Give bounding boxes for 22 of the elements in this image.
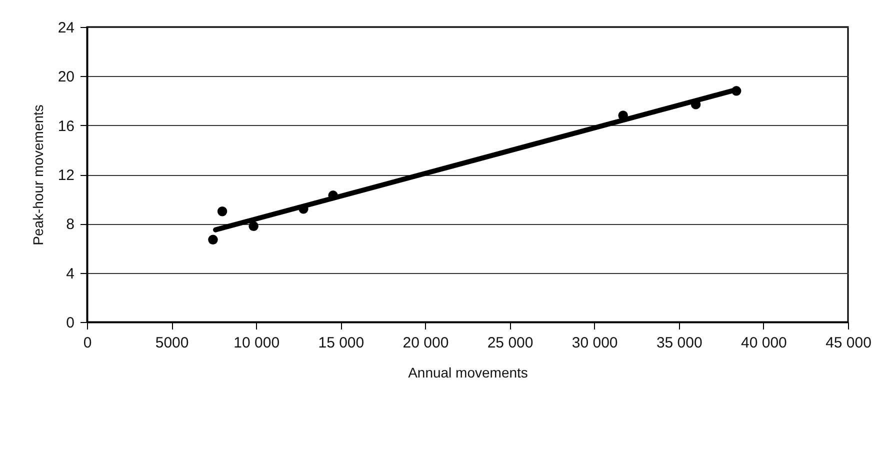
y-tick-label: 0 bbox=[66, 314, 74, 332]
x-tick-label: 30 000 bbox=[572, 334, 618, 352]
y-tick-label: 12 bbox=[58, 167, 74, 184]
x-tick-label: 15 000 bbox=[318, 334, 364, 352]
x-tick-label: 10 000 bbox=[234, 334, 280, 352]
x-tick-label: 35 000 bbox=[656, 334, 702, 352]
y-tick-label: 8 bbox=[66, 216, 74, 234]
x-tick-label: 5000 bbox=[155, 334, 189, 352]
x-tick-label: 25 000 bbox=[487, 334, 534, 352]
y-tick-label: 24 bbox=[58, 20, 74, 36]
x-tick-label: 45 000 bbox=[826, 334, 872, 352]
x-tick-label: 0 bbox=[83, 334, 92, 352]
x-axis-title: Annual movements bbox=[408, 364, 528, 380]
point bbox=[208, 234, 218, 245]
y-axis-title: Peak-hour movements bbox=[30, 104, 46, 246]
y-tick-label: 4 bbox=[66, 265, 74, 282]
x-tick-label: 40 000 bbox=[741, 334, 787, 352]
x-tick-label: 20 000 bbox=[402, 334, 449, 352]
point bbox=[248, 221, 258, 231]
point bbox=[217, 206, 228, 216]
y-tick-label: 16 bbox=[58, 118, 74, 135]
y-tick-label: 20 bbox=[58, 68, 74, 86]
